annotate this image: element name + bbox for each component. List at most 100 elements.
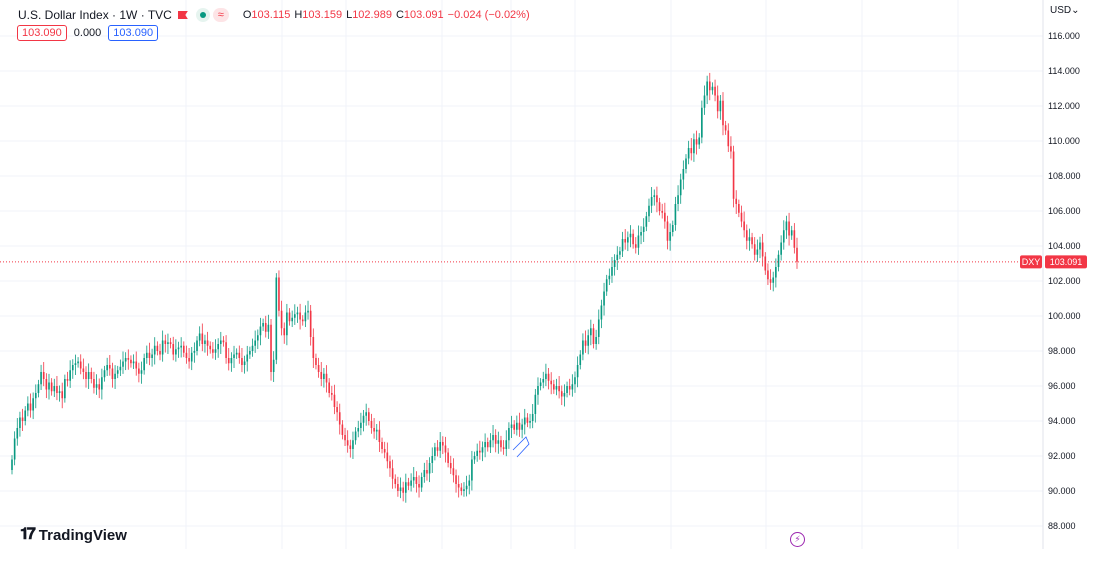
- candle: [463, 482, 465, 497]
- candle: [338, 403, 341, 435]
- candle-body: [307, 310, 309, 313]
- candle-body: [362, 415, 365, 423]
- tradingview-logo[interactable]: 𝟏𝟕 TradingView: [20, 526, 127, 544]
- candle-body: [698, 137, 701, 145]
- candle: [312, 328, 315, 368]
- candle: [500, 435, 502, 452]
- candle-body: [481, 447, 484, 453]
- candle-body: [745, 230, 748, 241]
- candle-body: [468, 480, 471, 486]
- candle-body: [219, 340, 222, 344]
- candle-body: [365, 412, 367, 416]
- candle: [180, 337, 182, 358]
- candle: [687, 140, 690, 165]
- candle: [473, 451, 476, 464]
- candle: [37, 379, 40, 398]
- candle-body: [518, 422, 521, 430]
- candle: [674, 196, 677, 231]
- buy-button[interactable]: 103.090: [108, 25, 159, 41]
- candle: [219, 331, 222, 354]
- candle: [759, 236, 761, 259]
- candle: [468, 474, 471, 495]
- candle-body: [542, 379, 545, 383]
- candle: [442, 436, 444, 455]
- sell-button[interactable]: 103.090: [17, 25, 67, 41]
- candle-body: [222, 340, 225, 343]
- candle: [64, 374, 66, 403]
- candle-body: [85, 372, 87, 379]
- candle: [140, 361, 143, 384]
- candle-body: [711, 86, 714, 91]
- candle-body: [378, 429, 381, 442]
- candle-body: [293, 314, 296, 318]
- candle: [296, 306, 299, 323]
- candle-body: [563, 393, 566, 397]
- candle: [703, 85, 706, 115]
- candle: [278, 270, 280, 317]
- candle: [90, 367, 93, 384]
- candle-body: [428, 463, 431, 474]
- price-axis: 116.000 114.000 112.000 110.000 108.000 106.0…: [1048, 31, 1081, 531]
- symbol-title[interactable]: U.S. Dollar Index · 1W · TVC: [18, 8, 172, 22]
- y-tick-label: 90.000: [1048, 486, 1076, 496]
- candle: [793, 223, 796, 254]
- candle: [53, 378, 56, 398]
- candle-body: [603, 291, 605, 306]
- candle: [246, 345, 249, 372]
- flag-icon[interactable]: [177, 11, 188, 19]
- candle-body: [582, 340, 584, 355]
- last-price-symbol: DXY: [1022, 257, 1041, 267]
- candle: [666, 215, 669, 250]
- delayed-data-icon[interactable]: ≈: [212, 8, 229, 22]
- candle-body: [291, 317, 293, 322]
- candle-body: [455, 475, 457, 484]
- candle-body: [138, 368, 140, 374]
- candle: [254, 330, 256, 353]
- candle-body: [127, 358, 130, 360]
- candle: [566, 381, 568, 398]
- candle: [352, 431, 354, 459]
- candle: [460, 483, 463, 496]
- candle: [212, 342, 214, 359]
- currency-selector[interactable]: USD⌄: [1050, 5, 1080, 16]
- candle: [722, 92, 724, 136]
- candle: [230, 352, 233, 372]
- logo-text: TradingView: [38, 526, 127, 544]
- candle-body: [354, 431, 357, 441]
- candle-body: [386, 452, 389, 462]
- candle: [576, 356, 579, 388]
- candle: [648, 198, 650, 223]
- candle: [724, 120, 727, 135]
- candle: [516, 415, 518, 436]
- candle: [782, 220, 785, 250]
- candle-body: [497, 440, 500, 444]
- candle-body: [420, 477, 423, 488]
- symbol-legend[interactable]: U.S. Dollar Index · 1W · TVC ≈ O 103.115 …: [18, 6, 530, 24]
- candle-body: [217, 344, 219, 350]
- market-open-dot-icon[interactable]: [195, 8, 210, 22]
- candle-body: [254, 340, 256, 346]
- candle-body: [579, 354, 582, 365]
- candle-body: [526, 417, 529, 423]
- candle: [497, 431, 500, 454]
- lightning-icon[interactable]: ⚡: [790, 532, 805, 547]
- candle-body: [479, 450, 481, 453]
- candle-body: [235, 352, 238, 355]
- candle-body: [11, 459, 13, 470]
- candle-body: [473, 456, 476, 460]
- high-key: H: [294, 9, 303, 21]
- candle-body: [653, 195, 656, 197]
- candle: [201, 323, 204, 352]
- candle-body: [611, 267, 613, 276]
- candle: [360, 412, 362, 436]
- market-status[interactable]: ≈: [195, 8, 229, 22]
- candle: [50, 378, 53, 396]
- candle-body: [122, 361, 124, 367]
- candle: [616, 246, 619, 270]
- candle: [664, 202, 666, 229]
- candle: [542, 371, 545, 389]
- candle: [790, 225, 793, 240]
- candle: [682, 160, 685, 190]
- candle-body: [391, 468, 394, 479]
